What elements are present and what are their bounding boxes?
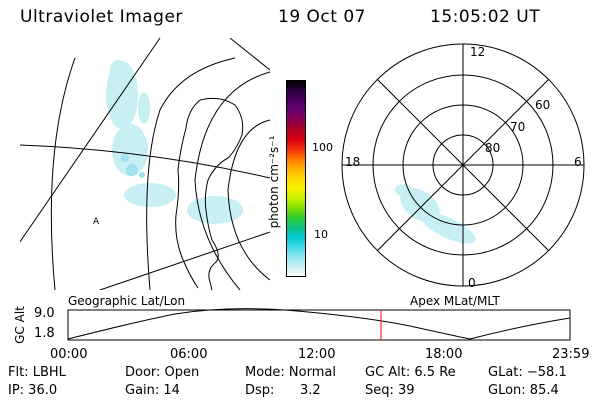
- date-label: 19 Oct 07: [278, 7, 366, 27]
- filter-status: Flt: LBHL: [8, 365, 66, 380]
- polar-aurora-emission: [395, 184, 476, 244]
- timeline-ymax: 9.0: [34, 306, 55, 321]
- timeline-tick-0000: 00:00: [50, 347, 88, 362]
- mlt-label-12: 12: [470, 45, 486, 59]
- time-label: 15:05:02 UT: [430, 7, 541, 27]
- mlt-label-6: 6: [574, 155, 582, 169]
- timeline-tick-1200: 12:00: [298, 347, 336, 362]
- mlat-label-60: 60: [535, 98, 551, 112]
- gain-status: Gain: 14: [125, 383, 180, 398]
- mlt-label-18: 18: [345, 155, 361, 169]
- mlat-label-70: 70: [510, 120, 526, 134]
- glat-status: GLat: −58.1: [488, 365, 567, 380]
- gc-alt-status: GC Alt: 6.5 Re: [365, 365, 456, 380]
- mlt-label-0: 0: [468, 276, 476, 290]
- geographic-label: Geographic Lat/Lon: [68, 294, 186, 308]
- timeline-ymin: 1.8: [34, 326, 55, 341]
- dsp-label: Dsp:: [245, 383, 275, 398]
- glon-status: GLon: 85.4: [488, 383, 559, 398]
- apex-label: Apex MLat/MLT: [410, 294, 500, 308]
- colorbar-tick-100: 100: [312, 141, 333, 154]
- timeline-axis-label: GC Alt: [13, 306, 27, 344]
- instrument-title: Ultraviolet Imager: [20, 7, 183, 27]
- colorbar: [286, 80, 306, 277]
- colorbar-tick-10: 10: [314, 228, 328, 241]
- mlat-label-80: 80: [485, 141, 501, 155]
- svg-text:A: A: [93, 217, 100, 227]
- timeline-tick-2359: 23:59: [552, 347, 590, 362]
- door-status: Door: Open: [125, 365, 200, 380]
- dsp-value: 3.2: [300, 383, 321, 398]
- timeline-tick-0600: 06:00: [170, 347, 208, 362]
- seq-status: Seq: 39: [365, 383, 415, 398]
- timeline-tick-1800: 18:00: [425, 347, 463, 362]
- mode-status: Mode: Normal: [245, 365, 336, 380]
- ip-status: IP: 36.0: [8, 383, 58, 398]
